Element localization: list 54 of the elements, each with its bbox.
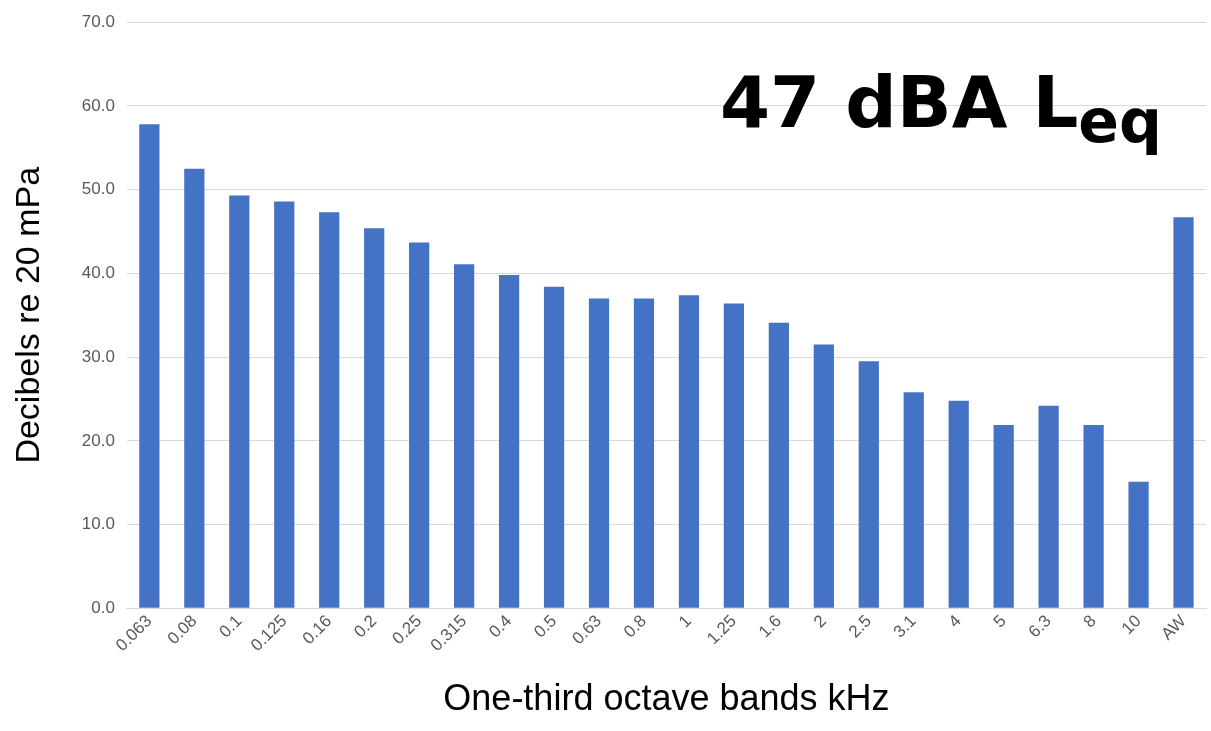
x-tick-label: 0.1 (215, 611, 246, 642)
bar (1128, 481, 1149, 608)
x-tick-label: 2 (809, 611, 830, 632)
bar (1038, 405, 1059, 608)
bar (858, 361, 879, 608)
x-tick-label: 0.08 (163, 611, 201, 649)
x-tick-label: 1 (674, 611, 696, 632)
bar (723, 303, 745, 608)
x-tick-label: 0.2 (350, 611, 381, 642)
x-tick-label: 8 (1079, 611, 1100, 632)
bar (1173, 217, 1194, 608)
y-tick-label: 60.0 (81, 95, 115, 115)
bar (1083, 424, 1104, 608)
x-tick-label: 0.5 (530, 611, 561, 642)
bar (993, 424, 1014, 608)
bar (543, 286, 565, 608)
x-tick-label: 0.4 (485, 611, 516, 642)
bar (633, 298, 655, 608)
bar (588, 298, 610, 608)
x-tick-label: 0.16 (298, 611, 336, 649)
x-tick-label: 4 (944, 611, 965, 632)
bar (453, 264, 475, 608)
bar (903, 392, 924, 608)
y-tick-label: 70.0 (81, 11, 115, 31)
x-tick-label: 6.3 (1024, 611, 1055, 642)
annotation: 47 dBA L$_{eq}$ (720, 60, 1163, 157)
bar (184, 168, 205, 608)
x-tick-label: 2.5 (844, 611, 875, 642)
bar (274, 201, 295, 608)
y-tick-label: 0.0 (91, 597, 115, 617)
bar (319, 212, 340, 608)
bar (139, 124, 160, 608)
x-tick-label: 0.63 (568, 611, 606, 649)
x-tick-label: 0.8 (619, 611, 651, 642)
bar (678, 295, 700, 608)
x-tick-label: 10 (1117, 611, 1145, 639)
y-tick-label: 20.0 (81, 430, 115, 450)
x-tick-label: AW (1157, 611, 1190, 644)
bar (498, 275, 520, 608)
bar (948, 400, 969, 608)
y-tick-label: 50.0 (81, 179, 115, 199)
x-tick-label: 1.6 (754, 611, 785, 642)
y-tick-label: 30.0 (81, 346, 115, 366)
x-axis-title: One-third octave bands kHz (443, 677, 890, 719)
y-tick-label: 10.0 (81, 514, 115, 534)
bar (813, 344, 834, 608)
bar (229, 195, 250, 608)
x-tick-label: 5 (989, 611, 1010, 632)
bar (768, 322, 789, 608)
y-axis-title: Decibels re 20 mPa (7, 166, 46, 464)
x-tick-label: 3.1 (889, 611, 920, 642)
y-tick-label: 40.0 (81, 263, 115, 283)
bar (409, 242, 430, 608)
bar (364, 228, 385, 608)
